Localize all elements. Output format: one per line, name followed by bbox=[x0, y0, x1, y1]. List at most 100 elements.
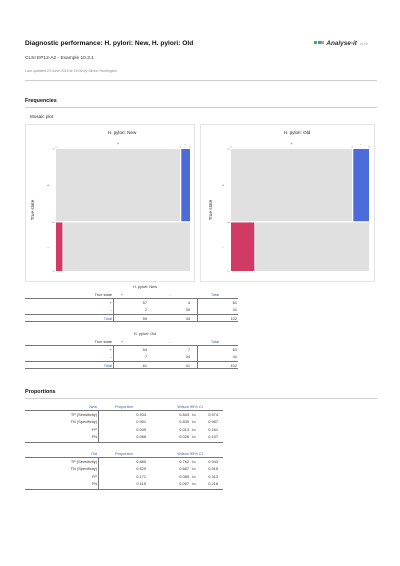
ci-lower: 0.839 bbox=[179, 419, 189, 425]
report-subtitle: CLSI EP12-A2 - Example 10.3.1 bbox=[25, 56, 94, 61]
table-caption: H. pylori: Old bbox=[133, 331, 157, 336]
table-cell: 61 bbox=[232, 299, 237, 305]
report-title: Diagnostic performance: H. pylori: New, … bbox=[25, 40, 194, 47]
row-label: TN (Specificity) bbox=[70, 466, 97, 472]
proportion-value: 0.171 bbox=[136, 473, 146, 479]
table-cell: 41 bbox=[232, 353, 237, 359]
row-header: True state bbox=[94, 292, 112, 297]
column-header: Proportion bbox=[115, 404, 133, 409]
column-header: Wilson 95% CI bbox=[177, 451, 203, 456]
ci-upper: 0.915 bbox=[208, 466, 218, 472]
proportion-table: Old Proportion Wilson 95% CI TP (Sensitivit… bbox=[0, 451, 400, 496]
row-header: True state bbox=[94, 339, 112, 344]
ci-to: to bbox=[192, 419, 196, 425]
column-header: + bbox=[120, 292, 124, 297]
table-rule bbox=[25, 442, 223, 443]
last-updated: Last updated 23 June 2016 at 15:06 by Si… bbox=[25, 69, 117, 73]
row-label: FP bbox=[92, 473, 97, 479]
logo-square-icon bbox=[314, 41, 317, 44]
mosaic-panel-new bbox=[25, 124, 195, 282]
ci-lower: 0.013 bbox=[179, 426, 189, 432]
table-cell: 4 bbox=[187, 299, 190, 305]
table-divider bbox=[113, 298, 114, 321]
column-label: - bbox=[184, 141, 186, 146]
ci-to: to bbox=[192, 426, 196, 432]
mosaic-plot-label: Mosaic plot bbox=[30, 114, 54, 119]
frequency-table: H. pylori: New True state + - Total +57 4 61-2 3… bbox=[0, 284, 400, 329]
mosaic-title: H. pylori: Old bbox=[284, 130, 311, 135]
ci-lower: 0.687 bbox=[179, 466, 189, 472]
table-cell: 7 bbox=[187, 346, 190, 352]
logo-text: Analyse-it bbox=[326, 40, 357, 47]
mosaic-cell bbox=[63, 222, 190, 271]
mosaic-cell bbox=[56, 149, 181, 222]
table-cell: 54 bbox=[142, 346, 147, 352]
mosaic-cell bbox=[181, 149, 190, 222]
column-label: + bbox=[290, 141, 293, 146]
ci-to: to bbox=[192, 411, 196, 417]
total-cell: 43 bbox=[185, 315, 190, 321]
total-cell: 61 bbox=[142, 362, 147, 368]
ci-upper: 0.943 bbox=[208, 458, 218, 464]
total-label: Total bbox=[103, 315, 112, 321]
mosaic-cell bbox=[56, 222, 63, 271]
row-label: + bbox=[109, 346, 112, 352]
ci-to: to bbox=[192, 481, 196, 487]
row-label: + bbox=[109, 299, 112, 305]
column-header: - bbox=[169, 339, 171, 344]
table-divider bbox=[98, 410, 99, 442]
mosaic-cell bbox=[353, 149, 369, 222]
ci-to: to bbox=[192, 473, 196, 479]
ci-lower: 0.782 bbox=[179, 458, 189, 464]
row-label: - bbox=[110, 353, 112, 359]
table-rule bbox=[25, 368, 238, 369]
total-cell: 59 bbox=[142, 315, 147, 321]
table-rule bbox=[25, 298, 238, 299]
total-cell: 41 bbox=[185, 362, 190, 368]
section-divider bbox=[25, 107, 377, 108]
table-caption: H. pylori: New bbox=[132, 284, 158, 289]
proportion-value: 0.934 bbox=[136, 411, 146, 417]
y-axis-label: True state bbox=[30, 199, 35, 220]
mosaic-cell bbox=[255, 222, 369, 271]
analyse-it-logo: Analyse-it v4.90 bbox=[314, 40, 368, 47]
ci-upper: 0.157 bbox=[208, 434, 218, 440]
column-label: + bbox=[117, 141, 120, 146]
row-label: FP bbox=[92, 426, 97, 432]
column-header-total: Total bbox=[210, 292, 220, 297]
section-divider bbox=[25, 398, 377, 399]
table-rule bbox=[25, 361, 238, 362]
table-divider bbox=[113, 345, 114, 368]
mosaic-title: H. pylori: New bbox=[108, 130, 137, 135]
row-label: + bbox=[47, 182, 50, 187]
section-proportions: Proportions bbox=[25, 389, 56, 395]
proportion-value: 0.829 bbox=[136, 466, 146, 472]
ci-upper: 0.987 bbox=[208, 419, 218, 425]
mosaic-panel-old bbox=[200, 124, 375, 282]
row-label: TN (Specificity) bbox=[70, 419, 97, 425]
row-label: FN bbox=[91, 481, 97, 487]
row-label: TP (Sensitivity) bbox=[70, 458, 97, 464]
column-header-total: Total bbox=[210, 339, 220, 344]
frequency-table: H. pylori: Old True state + - Total +54 7 61-7 3… bbox=[0, 331, 400, 376]
total-cell: 102 bbox=[230, 362, 238, 368]
logo-square-icon bbox=[317, 41, 321, 44]
column-header: - bbox=[169, 292, 171, 297]
row-label: TP (Sensitivity) bbox=[70, 411, 97, 417]
ci-to: to bbox=[192, 458, 196, 464]
proportion-value: 0.115 bbox=[136, 481, 146, 487]
proportion-value: 0.049 bbox=[136, 426, 146, 432]
table-divider bbox=[197, 345, 198, 368]
group-label: New bbox=[89, 404, 97, 409]
row-label: + bbox=[222, 182, 225, 187]
row-label: - bbox=[110, 306, 112, 312]
ci-upper: 0.161 bbox=[208, 426, 218, 432]
ci-lower: 0.843 bbox=[179, 411, 189, 417]
table-cell: 7 bbox=[144, 353, 147, 359]
section-frequencies: Frequencies bbox=[25, 98, 57, 104]
table-rule bbox=[25, 314, 238, 315]
mosaic-cell bbox=[231, 149, 353, 222]
table-rule bbox=[25, 321, 238, 322]
ci-upper: 0.974 bbox=[208, 411, 218, 417]
table-cell: 57 bbox=[142, 299, 147, 305]
